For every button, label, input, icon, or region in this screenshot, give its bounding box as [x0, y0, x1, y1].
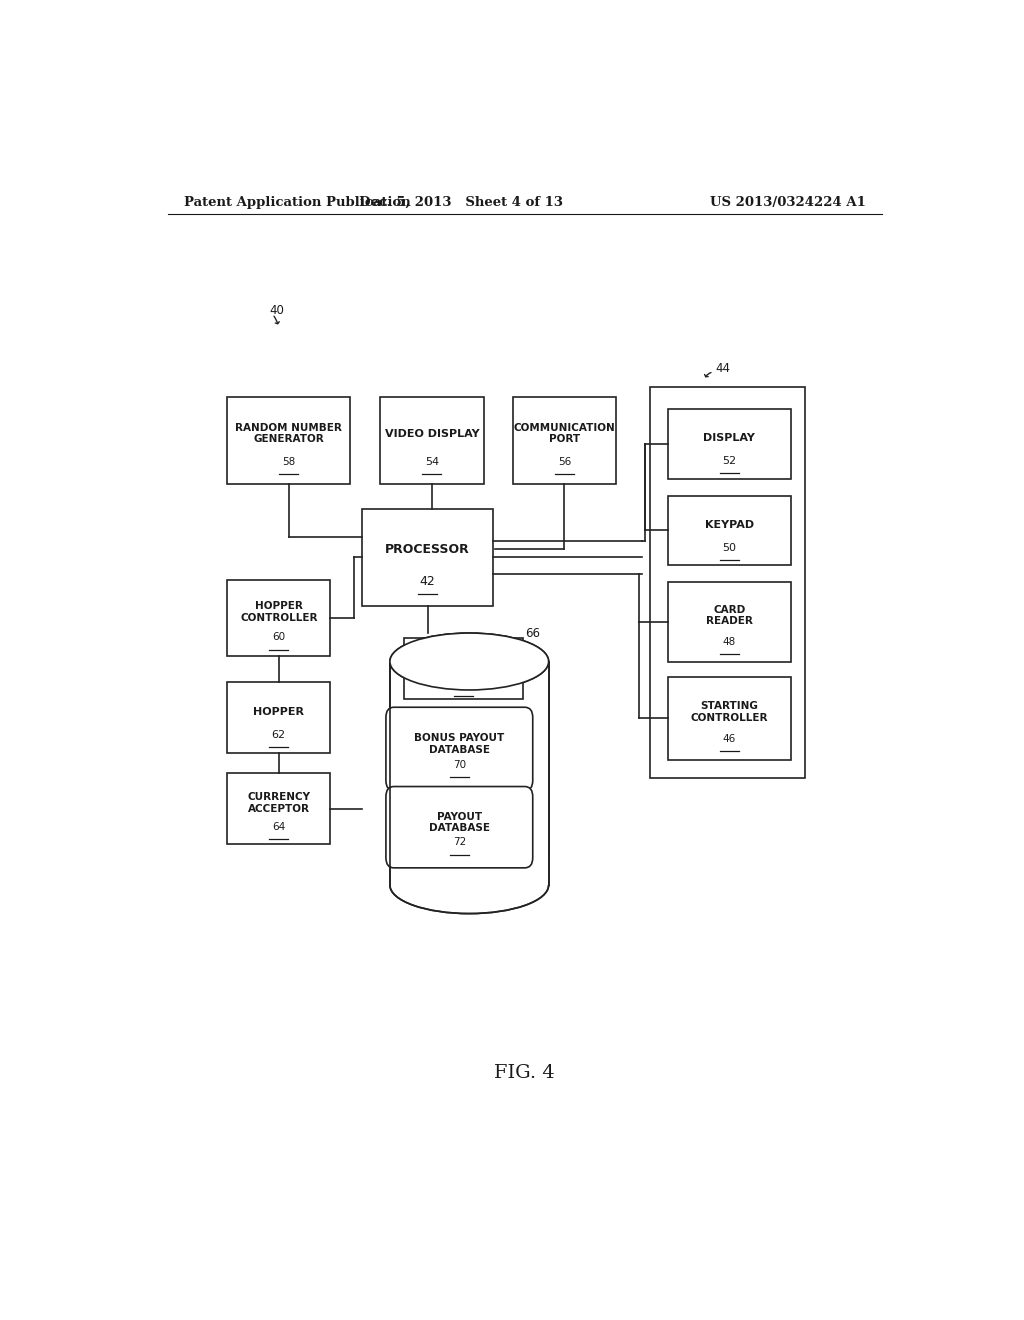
Text: RANDOM NUMBER
GENERATOR: RANDOM NUMBER GENERATOR	[236, 422, 342, 445]
Text: Dec. 5, 2013   Sheet 4 of 13: Dec. 5, 2013 Sheet 4 of 13	[359, 195, 563, 209]
Text: 70: 70	[453, 760, 466, 770]
FancyBboxPatch shape	[386, 787, 532, 867]
FancyBboxPatch shape	[386, 708, 532, 791]
Bar	[227, 397, 350, 483]
Text: 68: 68	[457, 678, 471, 689]
Ellipse shape	[390, 857, 549, 913]
Text: KEYPAD: KEYPAD	[705, 520, 754, 529]
Bar	[387, 854, 551, 886]
Bar	[650, 387, 805, 779]
Text: DISPLAY: DISPLAY	[703, 433, 755, 444]
Text: 42: 42	[420, 576, 435, 587]
Text: FIG. 4: FIG. 4	[495, 1064, 555, 1082]
Text: 54: 54	[425, 457, 439, 467]
Bar	[227, 581, 331, 656]
Text: PROGRAM: PROGRAM	[432, 659, 496, 669]
Bar	[380, 397, 483, 483]
Text: 50: 50	[722, 543, 736, 553]
Text: 40: 40	[269, 305, 284, 317]
Bar	[668, 582, 791, 661]
Bar	[668, 409, 791, 479]
Text: STARTING
CONTROLLER: STARTING CONTROLLER	[690, 701, 768, 722]
Bar	[668, 496, 791, 565]
Text: VIDEO DISPLAY: VIDEO DISPLAY	[385, 429, 479, 438]
Text: 66: 66	[524, 627, 540, 640]
Text: 44: 44	[715, 362, 730, 375]
Text: 52: 52	[722, 457, 736, 466]
Bar	[390, 661, 549, 886]
Text: Patent Application Publication: Patent Application Publication	[183, 195, 411, 209]
Ellipse shape	[390, 634, 549, 690]
Bar	[513, 397, 616, 483]
Bar	[362, 510, 493, 606]
Bar	[227, 774, 331, 845]
Bar	[668, 677, 791, 760]
Text: 72: 72	[453, 837, 466, 847]
Text: 48: 48	[723, 636, 736, 647]
Text: HOPPER
CONTROLLER: HOPPER CONTROLLER	[240, 602, 317, 623]
Text: COMMUNICATION
PORT: COMMUNICATION PORT	[514, 422, 615, 445]
Text: HOPPER: HOPPER	[253, 706, 304, 717]
Text: PROCESSOR: PROCESSOR	[385, 543, 470, 556]
Text: 62: 62	[271, 730, 286, 741]
Text: US 2013/0324224 A1: US 2013/0324224 A1	[711, 195, 866, 209]
Text: BONUS PAYOUT
DATABASE: BONUS PAYOUT DATABASE	[414, 733, 505, 755]
Ellipse shape	[390, 634, 549, 690]
Text: CARD
READER: CARD READER	[706, 605, 753, 626]
Text: PAYOUT
DATABASE: PAYOUT DATABASE	[429, 812, 489, 833]
Text: 58: 58	[282, 457, 295, 467]
Text: 56: 56	[558, 457, 571, 467]
Text: 46: 46	[723, 734, 736, 744]
Text: 64: 64	[272, 821, 286, 832]
Bar	[404, 638, 523, 700]
Bar	[227, 682, 331, 752]
Text: CURRENCY
ACCEPTOR: CURRENCY ACCEPTOR	[247, 792, 310, 814]
Text: 60: 60	[272, 632, 286, 643]
